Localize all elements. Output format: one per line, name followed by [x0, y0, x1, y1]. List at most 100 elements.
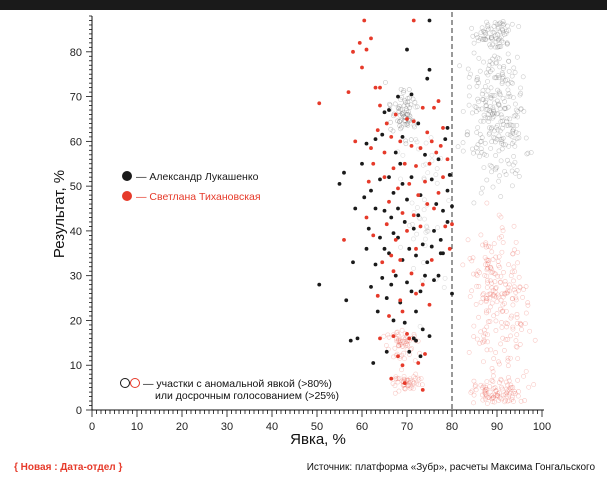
anomaly-point	[511, 113, 517, 119]
anomaly-point	[514, 315, 520, 320]
anomaly-point	[491, 241, 497, 247]
anomaly-point	[485, 111, 491, 117]
anomaly-point	[490, 287, 496, 293]
anomaly-point	[506, 58, 512, 64]
anomaly-point	[483, 107, 489, 113]
background-point	[394, 336, 399, 342]
anomaly-point	[480, 292, 486, 298]
background-point	[421, 207, 427, 213]
background-point	[396, 106, 402, 112]
anomaly-point	[482, 396, 488, 402]
data-point-lukashenko	[407, 349, 412, 354]
anomaly-point	[512, 247, 517, 253]
background-point	[410, 379, 416, 385]
anomaly-point	[504, 324, 509, 330]
anomaly-point	[523, 310, 529, 316]
anomaly-point	[501, 392, 507, 398]
anomaly-point	[511, 65, 517, 71]
anomaly-point	[469, 388, 475, 394]
anomaly-point	[496, 235, 502, 241]
anomaly-point	[505, 398, 511, 404]
anomaly-point	[507, 116, 513, 122]
data-point-lukashenko	[450, 291, 454, 296]
anomaly-point	[482, 115, 488, 121]
anomaly-point	[495, 127, 501, 133]
anomaly-point	[493, 60, 499, 66]
anomaly-point	[485, 26, 491, 32]
anomaly-points-layer	[455, 19, 538, 406]
background-point	[412, 124, 417, 130]
x-tick-label: 60	[356, 421, 368, 433]
anomaly-point	[484, 152, 489, 158]
anomaly-point	[477, 270, 482, 275]
background-point	[400, 338, 406, 344]
background-point	[422, 216, 427, 222]
background-point	[442, 275, 448, 281]
background-point	[407, 223, 412, 228]
anomaly-point	[499, 70, 505, 76]
anomaly-point	[479, 138, 484, 144]
anomaly-point	[480, 37, 485, 42]
anomaly-point	[514, 320, 520, 326]
anomaly-point	[487, 42, 493, 48]
anomaly-point	[491, 23, 497, 29]
anomaly-point	[480, 88, 486, 94]
anomaly-point	[513, 239, 519, 245]
data-point-tikhanovskaya	[400, 363, 405, 368]
anomaly-point	[515, 114, 520, 120]
background-point	[414, 139, 420, 145]
source-note: Источник: платформа «Зубр», расчеты Макс…	[306, 462, 595, 473]
anomaly-point	[512, 101, 518, 107]
data-point-lukashenko	[378, 235, 382, 240]
data-point-lukashenko	[436, 273, 441, 278]
data-point-tikhanovskaya	[432, 105, 436, 110]
anomaly-point	[483, 97, 489, 103]
anomaly-point	[481, 291, 486, 297]
anomaly-point	[501, 63, 507, 69]
data-point-tikhanovskaya	[342, 237, 346, 242]
anomaly-point	[525, 300, 531, 306]
anomaly-point	[482, 140, 488, 146]
anomaly-point	[485, 265, 491, 271]
anomaly-point	[492, 53, 497, 59]
data-point-tikhanovskaya	[364, 215, 369, 220]
anomaly-point	[504, 390, 510, 396]
anomaly-point	[516, 131, 522, 137]
anomaly-point	[492, 135, 498, 141]
data-point-lukashenko	[384, 296, 389, 300]
anomaly-point	[490, 108, 496, 114]
data-point-tikhanovskaya	[380, 260, 385, 265]
anomaly-point	[511, 126, 517, 132]
anomaly-point	[489, 377, 495, 383]
anomaly-point	[476, 55, 482, 61]
data-point-lukashenko	[418, 354, 423, 359]
background-point	[405, 377, 411, 383]
anomaly-point	[516, 288, 521, 294]
anomaly-point	[508, 273, 514, 279]
anomaly-point	[473, 105, 479, 110]
anomaly-point	[480, 242, 485, 248]
data-point-tikhanovskaya	[411, 18, 416, 23]
anomaly-point	[506, 387, 512, 393]
anomaly-point	[495, 31, 500, 37]
anomaly-point	[482, 331, 488, 337]
anomaly-point	[493, 125, 499, 130]
anomaly-point	[495, 258, 501, 264]
anomaly-point	[486, 257, 492, 263]
legend-label-tikhanovskaya: — Светлана Тихановская	[136, 191, 261, 203]
anomaly-point	[478, 329, 484, 335]
anomaly-point	[488, 126, 494, 132]
anomaly-point	[466, 74, 472, 80]
anomaly-point	[490, 42, 495, 48]
anomaly-point	[491, 30, 497, 36]
background-point	[429, 152, 435, 158]
anomaly-point	[516, 24, 522, 29]
anomaly-point	[495, 292, 501, 298]
anomaly-point	[481, 337, 487, 343]
anomaly-point	[503, 118, 509, 124]
anomaly-point	[498, 279, 504, 285]
anomaly-point	[507, 288, 513, 294]
background-point	[401, 110, 406, 116]
background-point	[405, 382, 411, 388]
anomaly-point	[480, 397, 486, 403]
